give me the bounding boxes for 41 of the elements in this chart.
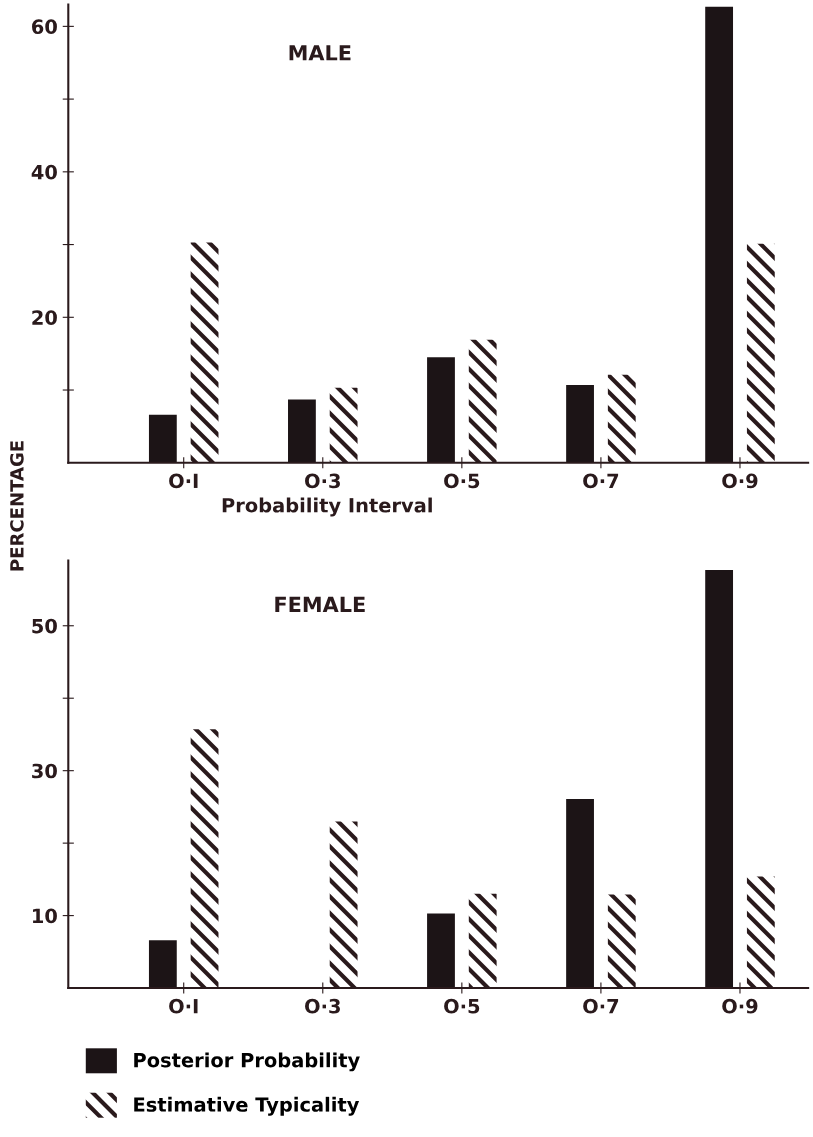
x-tick-label: O·7 bbox=[583, 998, 619, 1014]
bar bbox=[705, 6, 734, 463]
x-tick-label: O·I bbox=[169, 998, 198, 1014]
legend-label: Posterior Probability bbox=[134, 1052, 360, 1072]
bar bbox=[566, 798, 594, 989]
x-tick-label: O·7 bbox=[583, 473, 619, 489]
bar bbox=[746, 876, 775, 989]
bar bbox=[190, 729, 219, 989]
bar bbox=[705, 569, 734, 989]
y-axis-title: PERCENTAGE bbox=[10, 441, 24, 571]
bar bbox=[746, 243, 775, 463]
x-tick-label: O·I bbox=[169, 473, 198, 489]
y-tick-label: 40 bbox=[31, 164, 57, 180]
bar bbox=[468, 893, 497, 989]
y-tick-label: 50 bbox=[32, 618, 57, 634]
bar bbox=[148, 940, 177, 989]
x-tick-label: O·9 bbox=[722, 473, 758, 489]
x-tick-label: O·3 bbox=[305, 473, 340, 489]
bar bbox=[329, 387, 358, 463]
bar bbox=[468, 339, 497, 463]
legend-label: Estimative Typicality bbox=[134, 1096, 360, 1116]
x-tick-label: O·5 bbox=[444, 473, 480, 489]
y-tick-label: 20 bbox=[32, 310, 57, 325]
x-tick-label: O·9 bbox=[722, 998, 758, 1014]
bar bbox=[427, 357, 455, 463]
bar bbox=[190, 242, 219, 463]
x-tick-label: O·3 bbox=[305, 998, 340, 1014]
bar bbox=[329, 821, 358, 989]
text: FEMALE bbox=[275, 596, 365, 613]
y-tick-label: 10 bbox=[33, 908, 57, 924]
x-tick-label: O·5 bbox=[444, 998, 480, 1014]
bar bbox=[288, 399, 316, 463]
bar bbox=[148, 414, 177, 463]
bar bbox=[566, 384, 594, 463]
x-axis-title: Probability Interval bbox=[222, 497, 432, 517]
y-tick-label: 60 bbox=[32, 19, 57, 35]
bar bbox=[607, 894, 636, 989]
text: MALE bbox=[289, 45, 351, 61]
bar bbox=[427, 913, 455, 989]
bar bbox=[607, 374, 636, 463]
y-tick-label: 30 bbox=[32, 763, 57, 779]
